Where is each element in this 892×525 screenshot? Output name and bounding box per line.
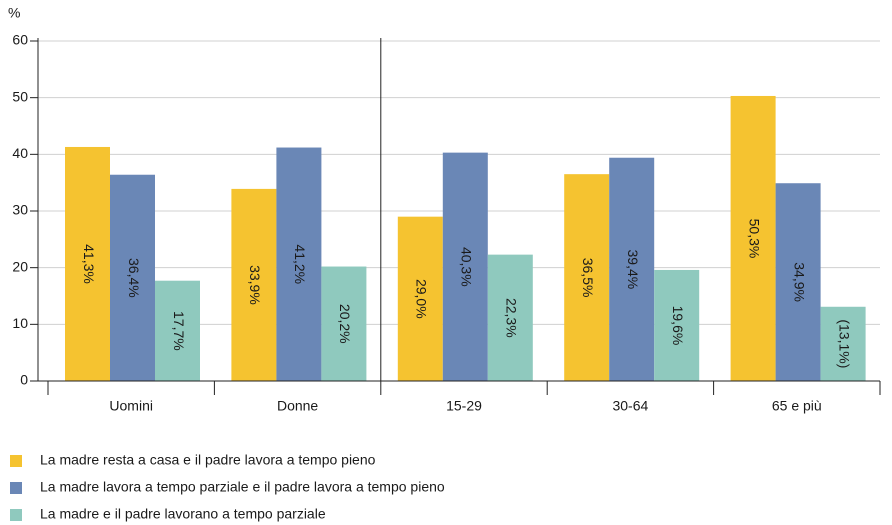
x-tick-label: Donne <box>277 398 318 414</box>
legend-label: La madre e il padre lavorano a tempo par… <box>40 506 326 522</box>
bar <box>564 174 610 381</box>
legend-label: La madre lavora a tempo parziale e il pa… <box>40 479 445 495</box>
bar <box>442 152 488 381</box>
x-tick-label: 30-64 <box>612 398 648 414</box>
bar <box>110 174 155 381</box>
legend-swatch <box>10 482 22 494</box>
bar <box>609 157 655 381</box>
bar <box>775 183 821 381</box>
x-tick-label: Uomini <box>109 398 153 414</box>
y-tick-label: 60 <box>12 32 28 48</box>
bar <box>155 280 200 381</box>
legend-swatch <box>10 455 22 467</box>
bar <box>654 269 700 381</box>
legend-label: La madre resta a casa e il padre lavora … <box>40 452 376 468</box>
bar <box>820 306 866 381</box>
value-label: 20,2% <box>337 304 353 344</box>
bar <box>65 146 110 381</box>
legend-swatch <box>10 509 22 521</box>
value-label: 22,3% <box>504 298 520 338</box>
bar <box>730 95 776 381</box>
value-label: 39,4% <box>625 250 641 290</box>
x-tick-label: 15-29 <box>446 398 482 414</box>
y-tick-label: 30 <box>12 202 28 218</box>
y-tick-label: 0 <box>20 372 28 388</box>
x-tick-label: 65 e più <box>772 398 822 414</box>
value-label: 19,6% <box>670 306 686 346</box>
y-tick-label: 50 <box>12 88 28 104</box>
y-tick-label: 40 <box>12 145 28 161</box>
bar <box>487 254 533 381</box>
y-axis-label: % <box>8 5 20 21</box>
bar <box>276 147 322 381</box>
value-label: 34,9% <box>791 262 807 302</box>
value-label: 36,5% <box>580 258 596 298</box>
y-tick-label: 10 <box>12 315 28 331</box>
value-label: (13,1%) <box>836 319 852 368</box>
y-tick-label: 20 <box>12 258 28 274</box>
bar <box>321 266 367 381</box>
value-label: 36,4% <box>126 258 142 298</box>
value-label: 41,2% <box>292 244 308 284</box>
value-label: 29,0% <box>414 279 430 319</box>
value-label: 40,3% <box>459 247 475 287</box>
bar <box>397 216 443 381</box>
value-label: 33,9% <box>247 265 263 305</box>
value-label: 17,7% <box>171 311 187 351</box>
value-label: 50,3% <box>746 219 762 259</box>
value-label: 41,3% <box>81 244 97 284</box>
bar <box>231 188 277 381</box>
